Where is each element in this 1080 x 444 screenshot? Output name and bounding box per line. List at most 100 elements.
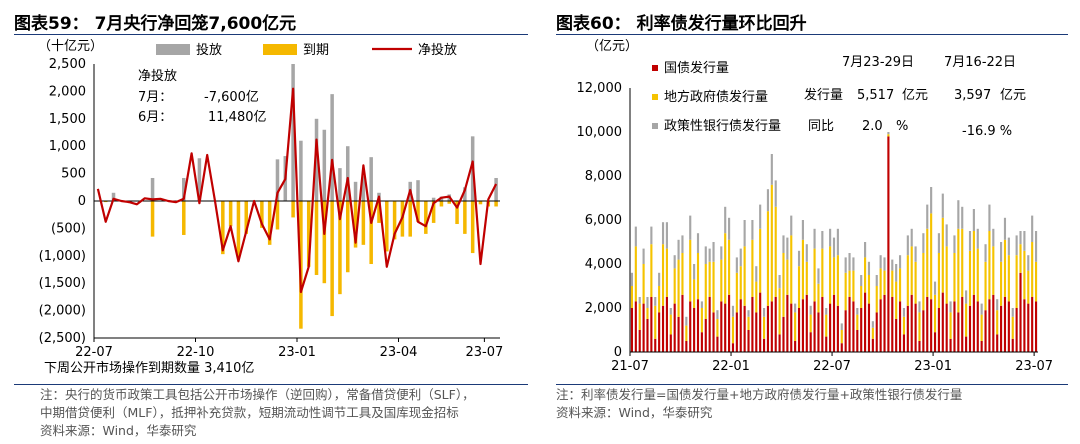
right-bar-gov — [887, 136, 890, 352]
right-chart: （亿元） 12,000 10,000 8,000 6,000 4,000 2,000 021-… — [577, 39, 1054, 374]
right-bar-local — [860, 286, 863, 308]
right-table-header-2: 7月16-22日 — [944, 55, 1016, 70]
left-net-line — [96, 87, 498, 294]
right-bar-local — [712, 261, 715, 313]
left-x-tick-label: 22-10 — [177, 345, 215, 360]
right-bar-policy — [879, 255, 882, 269]
right-y-tick-label: 6,000 — [585, 213, 622, 228]
right-bar-policy — [642, 248, 645, 264]
right-bar-gov — [681, 294, 684, 352]
left-y-tick-label: (2,500) — [39, 331, 86, 346]
right-bar-policy — [930, 187, 933, 214]
right-bar-policy — [840, 323, 843, 330]
right-bar-policy — [638, 297, 641, 304]
right-bar-gov — [988, 299, 991, 352]
right-table-row1-unit2: 亿元 — [1000, 88, 1026, 103]
right-bar-local — [898, 268, 902, 302]
right-bar-local — [805, 261, 808, 295]
right-bar-gov — [731, 343, 735, 352]
right-bar-gov — [968, 305, 972, 352]
right-bar-local — [681, 253, 684, 295]
left-footnote-3: 资料来源：Wind，华泰研究 — [40, 423, 197, 438]
left-legend-maturity-swatch — [263, 44, 297, 55]
right-bar-local — [821, 248, 824, 297]
right-bar-policy — [681, 235, 684, 253]
right-bar-local — [840, 330, 843, 344]
right-bar-local — [782, 253, 785, 317]
left-x-tick-label: 23-07 — [465, 345, 503, 360]
right-bar-gov — [832, 294, 836, 352]
right-bar-local — [801, 239, 804, 300]
right-bar-policy — [1031, 215, 1034, 242]
right-chart-title: 图表60： 利率债发行量环比回升 — [556, 14, 807, 34]
right-bar-policy — [996, 299, 999, 311]
right-bar-policy — [871, 321, 874, 328]
right-title-rule — [556, 34, 1068, 35]
right-bar-local — [926, 228, 929, 297]
right-bar-local — [1015, 255, 1018, 308]
right-table-row1-label: 发行量 — [804, 87, 843, 103]
right-bar-policy — [673, 255, 676, 269]
left-annotation-row2-label: 6月： — [138, 110, 172, 125]
left-bar-gross — [361, 176, 366, 201]
right-bar-local — [918, 312, 921, 341]
right-bar-local — [685, 325, 688, 341]
left-bar-maturity — [353, 201, 358, 248]
right-bar-gov — [871, 338, 874, 352]
right-bar-gov — [992, 294, 995, 352]
right-bar-policy — [782, 235, 785, 253]
right-bar-local — [669, 314, 672, 335]
right-bar-gov — [895, 319, 898, 352]
left-bar-maturity — [182, 201, 186, 235]
right-bar-gov — [650, 297, 653, 352]
right-bar-policy — [704, 246, 707, 264]
right-bar-policy — [658, 272, 661, 286]
right-y-tick-label: 4,000 — [585, 257, 622, 272]
right-bar-local — [996, 310, 999, 335]
right-bar-policy — [898, 255, 902, 269]
right-bar-policy — [801, 220, 804, 240]
right-bar-local — [716, 319, 719, 337]
right-bar-policy — [864, 242, 867, 258]
right-bar-gov — [933, 332, 937, 352]
right-bar-gov — [766, 305, 770, 352]
right-bar-gov — [941, 292, 944, 352]
right-bar-policy — [1000, 242, 1003, 262]
left-legend-gross-label: 投放 — [196, 42, 222, 58]
left-bar-gross — [369, 157, 373, 201]
right-bar-gov — [821, 297, 824, 352]
right-bar-policy — [805, 244, 808, 262]
right-bar-policy — [922, 233, 925, 253]
right-bar-policy — [720, 246, 723, 260]
right-legend-gov-swatch — [652, 65, 658, 71]
left-annotation-row1-label: 7月： — [138, 90, 172, 105]
left-bar-maturity — [228, 201, 233, 227]
right-bar-policy — [860, 275, 863, 286]
right-bar-local — [696, 253, 700, 300]
right-bar-gov — [1031, 297, 1034, 352]
right-bar-local — [1023, 250, 1026, 300]
right-bar-gov — [972, 294, 975, 352]
right-bar-gov — [646, 319, 649, 352]
right-bar-policy — [1034, 231, 1038, 262]
right-bar-local — [658, 286, 661, 313]
right-bar-gov — [898, 301, 902, 352]
right-bar-gov — [965, 336, 968, 352]
right-bar-gov — [1000, 305, 1003, 352]
right-bar-policy — [883, 257, 886, 271]
right-bar-local — [1007, 255, 1010, 302]
left-bar-maturity — [478, 201, 483, 205]
left-bar-gross — [291, 64, 295, 201]
right-bar-local — [1003, 239, 1007, 297]
right-bar-local — [867, 275, 871, 304]
right-bar-gov — [805, 294, 808, 352]
right-bar-gov — [677, 316, 680, 352]
right-bar-local — [731, 316, 735, 344]
left-legend-gross-swatch — [156, 44, 190, 55]
right-bar-gov — [856, 330, 859, 352]
right-bar-gov — [906, 305, 909, 352]
right-bar-gov — [797, 308, 801, 352]
right-bar-local — [829, 246, 832, 304]
right-legend-local-swatch — [652, 94, 658, 100]
right-bar-gov — [926, 297, 929, 352]
